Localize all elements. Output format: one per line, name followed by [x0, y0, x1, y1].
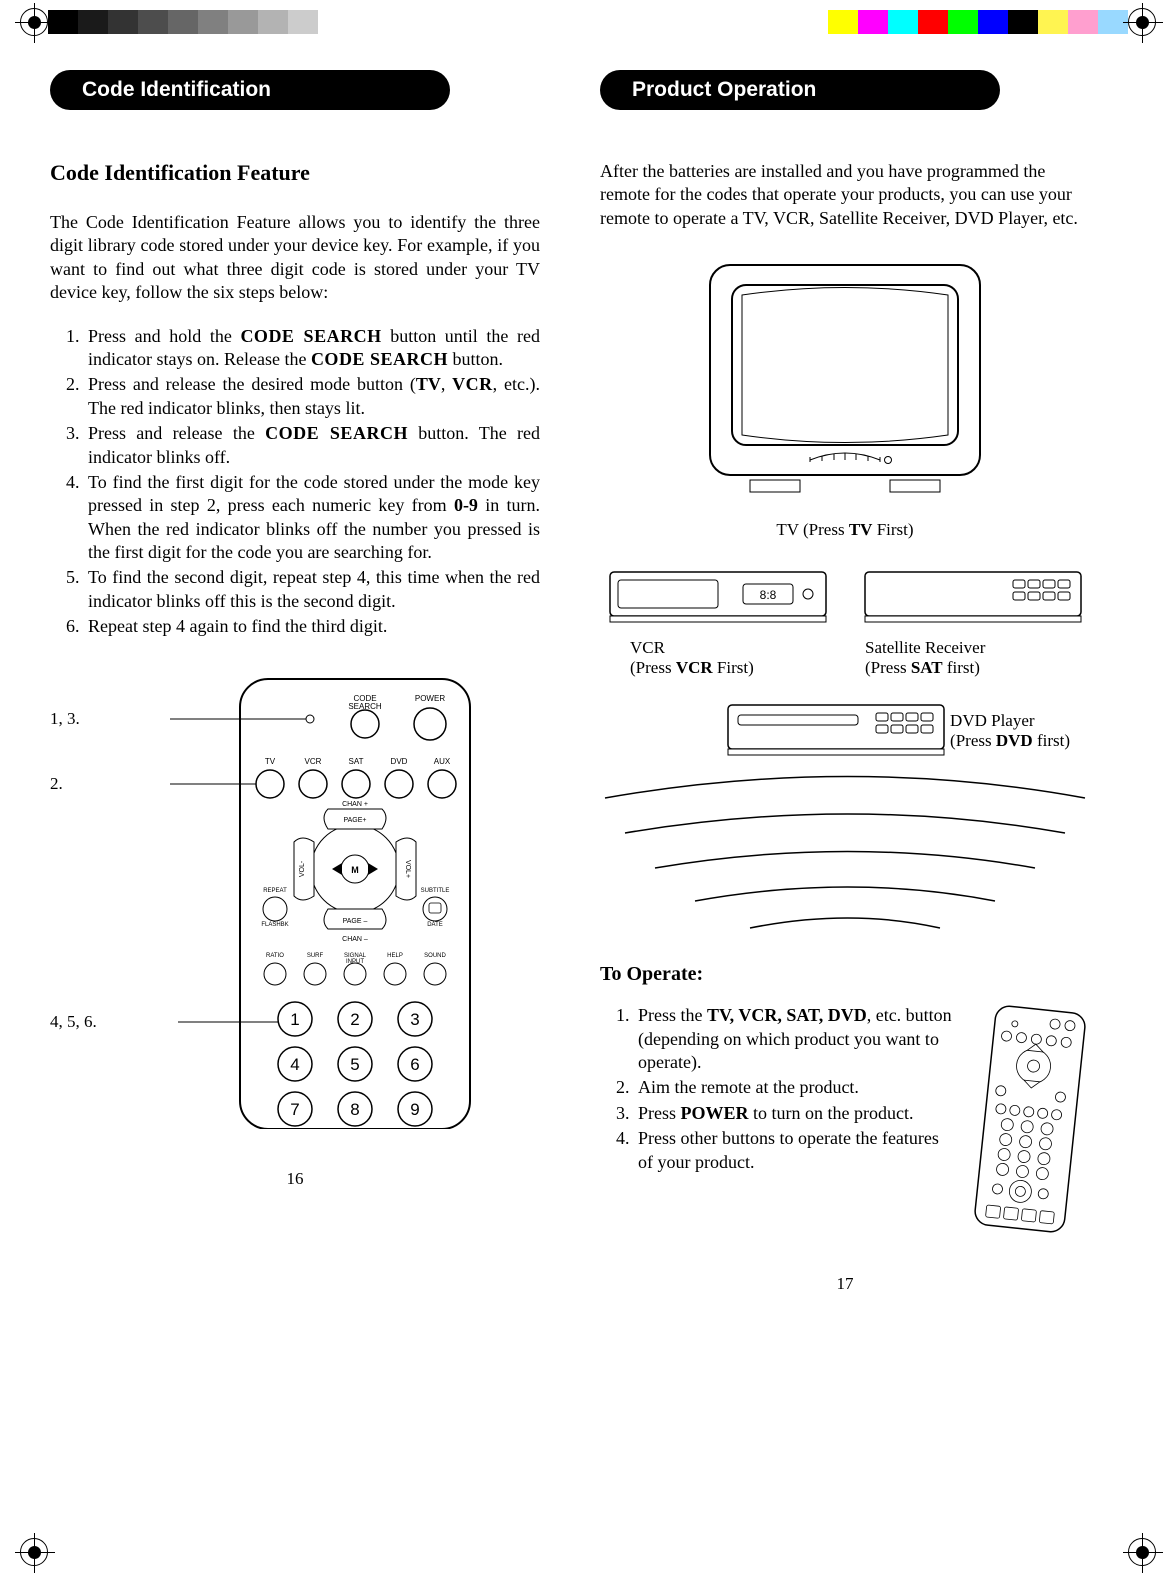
intro-paragraph: The Code Identification Feature allows y… [50, 211, 540, 305]
step-item: Press POWER to turn on the product. [634, 1102, 955, 1125]
step-item: Repeat step 4 again to find the third di… [84, 615, 540, 638]
callout-label: 1, 3. [50, 709, 80, 729]
bottom-registration-row [0, 1538, 1176, 1566]
svg-text:POWER: POWER [415, 694, 445, 703]
svg-text:9: 9 [410, 1100, 419, 1119]
svg-text:CHAN +: CHAN + [342, 801, 368, 808]
grayscale-bar [48, 10, 318, 34]
svg-text:SIGNALINPUT: SIGNALINPUT [344, 953, 367, 965]
svg-text:8:8: 8:8 [759, 588, 776, 602]
callout-label: 4, 5, 6. [50, 1012, 97, 1032]
vcr-icon: 8:8 [608, 570, 828, 625]
svg-text:2: 2 [350, 1010, 359, 1029]
small-remote-icon [970, 1004, 1090, 1234]
tv-icon [690, 250, 1000, 510]
svg-text:8: 8 [350, 1100, 359, 1119]
svg-text:PAGE –: PAGE – [343, 918, 368, 925]
svg-text:VOL-: VOL- [299, 860, 306, 877]
dvd-block: DVD Player (Press DVD first) [600, 703, 1090, 763]
svg-text:TV: TV [265, 757, 276, 766]
color-bar [828, 10, 1128, 34]
intro-paragraph: After the batteries are installed and yo… [600, 160, 1090, 230]
svg-text:VCR: VCR [305, 757, 322, 766]
remote-svg: CODESEARCHPOWER TVVCRSATDVDAUX MPAGE+CHA… [110, 669, 480, 1129]
svg-text:1: 1 [290, 1010, 299, 1029]
step-item: Aim the remote at the product. [634, 1076, 955, 1099]
svg-text:4: 4 [290, 1055, 299, 1074]
step-item: Press and hold the CODE SEARCH button un… [84, 325, 540, 372]
svg-text:REPEAT: REPEAT [263, 888, 287, 894]
svg-text:SOUND: SOUND [424, 953, 446, 959]
code-id-steps: Press and hold the CODE SEARCH button un… [50, 325, 540, 639]
left-column: Code Identification Code Identification … [50, 70, 540, 1294]
registration-mark-icon [20, 8, 48, 36]
svg-text:HELP: HELP [387, 953, 403, 959]
svg-text:M: M [351, 865, 359, 875]
dvd-label: DVD Player [950, 711, 1035, 730]
svg-text:CHAN –: CHAN – [342, 936, 368, 943]
svg-text:SURF: SURF [307, 953, 324, 959]
step-item: To find the second digit, repeat step 4,… [84, 566, 540, 613]
remote-diagram: 1, 3. 2. 4, 5, 6. CODESEARCHPOWER TVVCRS… [50, 669, 540, 1129]
registration-mark-icon [20, 1538, 48, 1566]
svg-text:SAT: SAT [349, 757, 364, 766]
svg-text:RATIO: RATIO [266, 953, 284, 959]
svg-text:DATE: DATE [427, 922, 443, 928]
callout-label: 2. [50, 774, 63, 794]
right-column: Product Operation After the batteries ar… [600, 70, 1090, 1294]
sat-block: Satellite Receiver (Press SAT first) [855, 570, 1090, 678]
signal-waves-icon [600, 773, 1090, 933]
page-number: 16 [50, 1169, 540, 1189]
svg-text:5: 5 [350, 1055, 359, 1074]
operate-steps: Press the TV, VCR, SAT, DVD, etc. button… [600, 1004, 955, 1174]
step-item: Press and release the CODE SEARCH button… [84, 422, 540, 469]
vcr-label: VCR [630, 638, 665, 657]
svg-text:FLASHBK: FLASHBK [261, 922, 288, 928]
vcr-block: 8:8 VCR (Press VCR First) [600, 570, 835, 678]
sat-label: Satellite Receiver [865, 638, 985, 657]
step-item: To find the first digit for the code sto… [84, 471, 540, 565]
svg-text:SUBTITLE: SUBTITLE [421, 888, 450, 894]
registration-mark-icon [1128, 1538, 1156, 1566]
tv-caption: TV (Press TV First) [600, 520, 1090, 540]
svg-text:3: 3 [410, 1010, 419, 1029]
svg-text:PAGE+: PAGE+ [343, 817, 366, 824]
feature-title: Code Identification Feature [50, 160, 540, 186]
step-item: Press and release the desired mode butto… [84, 373, 540, 420]
svg-text:6: 6 [410, 1055, 419, 1074]
registration-mark-icon [1128, 8, 1156, 36]
top-registration-row [0, 8, 1176, 36]
dvd-player-icon [726, 703, 946, 758]
svg-text:7: 7 [290, 1100, 299, 1119]
satellite-receiver-icon [863, 570, 1083, 625]
svg-text:VOL+: VOL+ [404, 860, 411, 878]
step-item: Press the TV, VCR, SAT, DVD, etc. button… [634, 1004, 955, 1074]
svg-text:DVD: DVD [391, 757, 408, 766]
svg-text:AUX: AUX [434, 757, 451, 766]
section-header-code-id: Code Identification [50, 70, 450, 110]
to-operate-title: To Operate: [600, 963, 1090, 986]
step-item: Press other buttons to operate the featu… [634, 1127, 955, 1174]
section-header-product-op: Product Operation [600, 70, 1000, 110]
page-number: 17 [600, 1274, 1090, 1294]
